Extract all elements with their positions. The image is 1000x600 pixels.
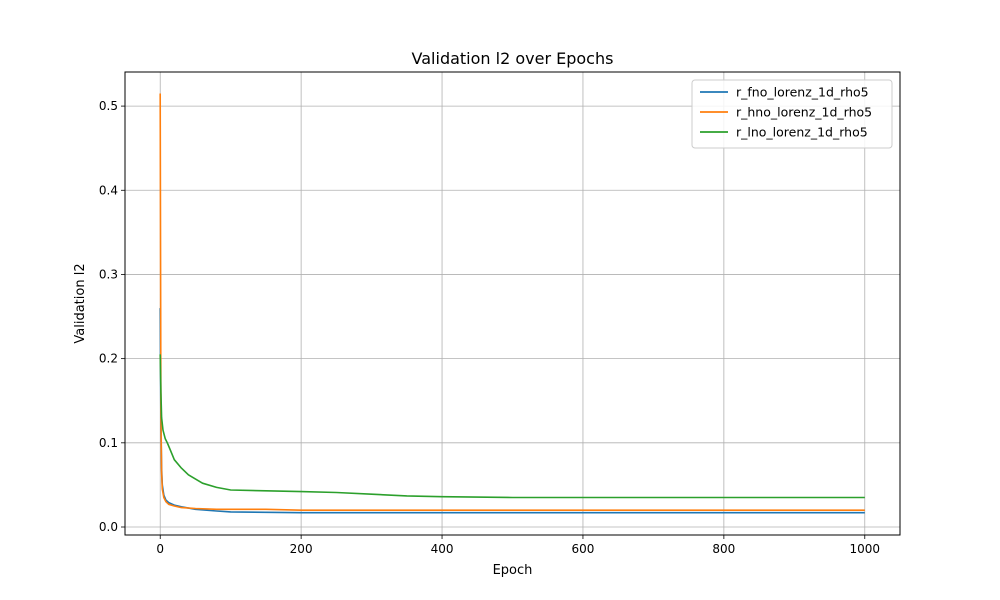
series-line-r_hno_lorenz_1d_rho5 [159, 93, 865, 512]
x-tick-label: 0 [156, 542, 164, 556]
series-lines [159, 93, 865, 514]
x-axis-label: Epoch [493, 563, 533, 578]
legend: r_fno_lorenz_1d_rho5 r_hno_lorenz_1d_rho5… [691, 79, 893, 149]
y-tick-label: 0.4 [99, 183, 118, 197]
legend-box [691, 79, 893, 149]
x-tick-label: 800 [712, 542, 735, 556]
plot-frame [124, 71, 901, 536]
x-tick-label: 600 [572, 542, 595, 556]
legend-entry-label: r_fno_lorenz_1d_rho5 [736, 85, 869, 100]
y-tick-label: 0.5 [99, 99, 118, 113]
x-tick-label: 200 [290, 542, 313, 556]
x-tick-label: 400 [431, 542, 454, 556]
legend-entry-label: r_hno_lorenz_1d_rho5 [736, 105, 872, 120]
grid [125, 72, 900, 535]
x-tick-label: 1000 [849, 542, 880, 556]
y-axis-label: Validation l2 [73, 263, 88, 343]
y-tick-label: 0.3 [99, 267, 118, 281]
legend-entry-label: r_lno_lorenz_1d_rho5 [736, 125, 868, 140]
y-tick-label: 0.0 [99, 520, 118, 534]
chart-title: Validation l2 over Epochs [412, 49, 614, 68]
series-line-r_lno_lorenz_1d_rho5 [159, 354, 865, 499]
y-tick-label: 0.1 [99, 436, 118, 450]
series-line-r_fno_lorenz_1d_rho5 [159, 308, 865, 514]
axis-ticks: 0 200 400 600 800 1000 0.0 0.1 0.2 0.3 0.4 0.5 [99, 99, 880, 556]
y-tick-label: 0.2 [99, 352, 118, 366]
